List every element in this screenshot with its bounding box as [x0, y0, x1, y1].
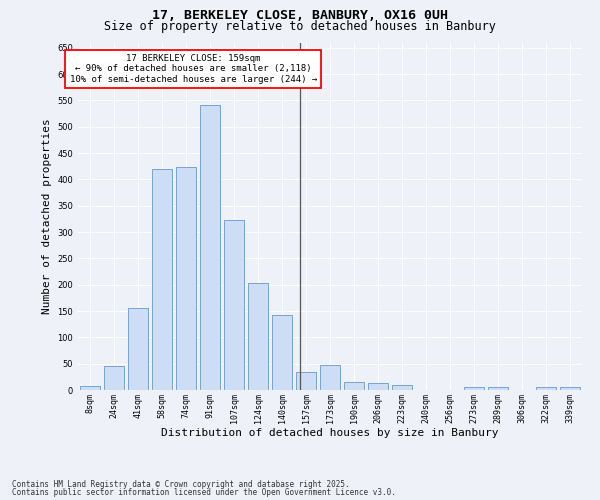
Bar [80, 386, 100, 390]
Bar [368, 383, 388, 390]
Bar [344, 382, 364, 390]
Text: 17 BERKELEY CLOSE: 159sqm
← 90% of detached houses are smaller (2,118)
10% of se: 17 BERKELEY CLOSE: 159sqm ← 90% of detac… [70, 54, 317, 84]
Bar [128, 308, 148, 390]
Bar [488, 388, 508, 390]
Bar [392, 386, 412, 390]
Bar [296, 372, 316, 390]
Bar [176, 167, 196, 390]
Text: Contains public sector information licensed under the Open Government Licence v3: Contains public sector information licen… [12, 488, 396, 497]
Bar [320, 364, 340, 390]
Bar [248, 283, 268, 390]
Bar [560, 388, 580, 390]
X-axis label: Distribution of detached houses by size in Banbury: Distribution of detached houses by size … [161, 428, 499, 438]
Bar [152, 169, 172, 390]
Text: Contains HM Land Registry data © Crown copyright and database right 2025.: Contains HM Land Registry data © Crown c… [12, 480, 350, 489]
Y-axis label: Number of detached properties: Number of detached properties [42, 118, 52, 314]
Text: Size of property relative to detached houses in Banbury: Size of property relative to detached ho… [104, 20, 496, 33]
Bar [536, 387, 556, 390]
Bar [200, 104, 220, 390]
Text: 17, BERKELEY CLOSE, BANBURY, OX16 0UH: 17, BERKELEY CLOSE, BANBURY, OX16 0UH [152, 9, 448, 22]
Bar [464, 387, 484, 390]
Bar [224, 220, 244, 390]
Bar [104, 366, 124, 390]
Bar [272, 314, 292, 390]
